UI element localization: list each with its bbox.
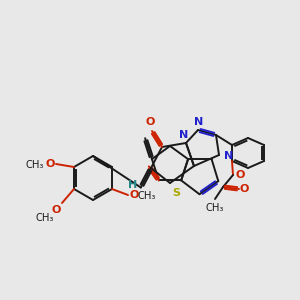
Text: O: O bbox=[145, 117, 155, 127]
Text: O: O bbox=[240, 184, 249, 194]
Text: N: N bbox=[224, 151, 233, 161]
Text: O: O bbox=[129, 190, 138, 200]
Text: CH₃: CH₃ bbox=[137, 191, 155, 201]
Text: O: O bbox=[52, 205, 61, 215]
Text: N: N bbox=[179, 130, 189, 140]
Text: O: O bbox=[46, 159, 55, 169]
Text: CH₃: CH₃ bbox=[26, 160, 44, 170]
Text: N: N bbox=[194, 117, 204, 127]
Text: H: H bbox=[128, 181, 137, 190]
Text: O: O bbox=[235, 170, 244, 180]
Text: CH₃: CH₃ bbox=[36, 213, 54, 223]
Text: CH₃: CH₃ bbox=[206, 203, 224, 213]
Text: S: S bbox=[172, 188, 180, 198]
